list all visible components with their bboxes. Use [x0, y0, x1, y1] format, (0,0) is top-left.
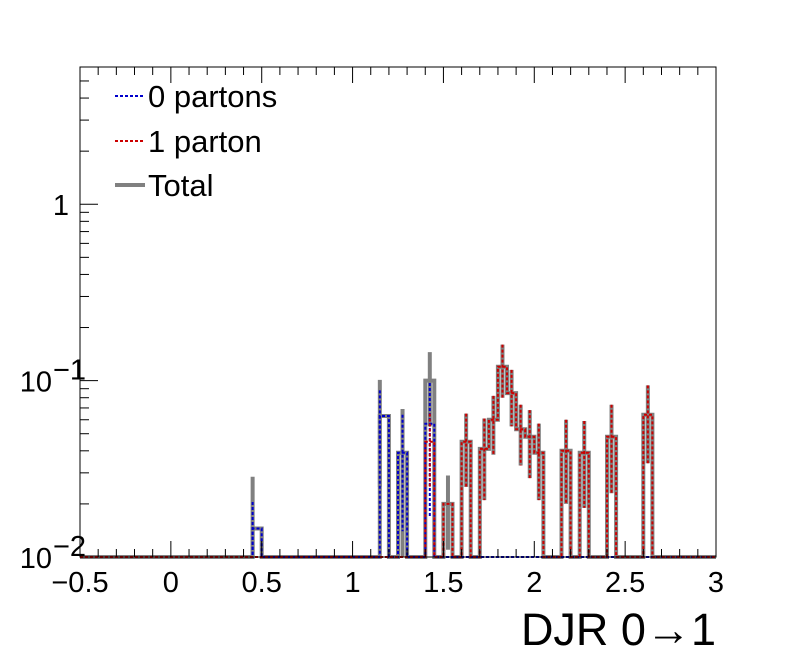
y-tick-label: 10: [20, 367, 52, 399]
y-tick-exponent: −1: [53, 355, 86, 387]
x-tick-label: 2.5: [605, 567, 645, 599]
x-tick-label: −0.5: [51, 567, 108, 599]
legend-label-3: Total: [148, 168, 213, 203]
y-tick-label: 1: [53, 190, 69, 222]
y-tick-exponent: −2: [53, 531, 86, 563]
axes: −0.5 0 0.5 1 1.5 2 2.5 310 −210 −11: [20, 66, 724, 599]
series-line-2: [80, 365, 716, 558]
x-axis-title: DJR 0→1: [521, 604, 716, 655]
x-tick-label: 1.5: [423, 567, 463, 599]
legend-label-1: 0 partons: [148, 79, 277, 114]
x-tick-label: 0.5: [242, 567, 282, 599]
x-tick-label: 0: [163, 567, 179, 599]
x-tick-label: 1: [345, 567, 361, 599]
x-tick-label: 2: [526, 567, 542, 599]
x-tick-label: 3: [708, 567, 724, 599]
legend: 0 partons 1 parton Total: [115, 79, 277, 203]
legend-label-2: 1 parton: [148, 124, 262, 159]
y-tick-label: 10: [20, 543, 52, 575]
plot-area: [80, 344, 716, 559]
plot-frame: [79, 66, 717, 558]
